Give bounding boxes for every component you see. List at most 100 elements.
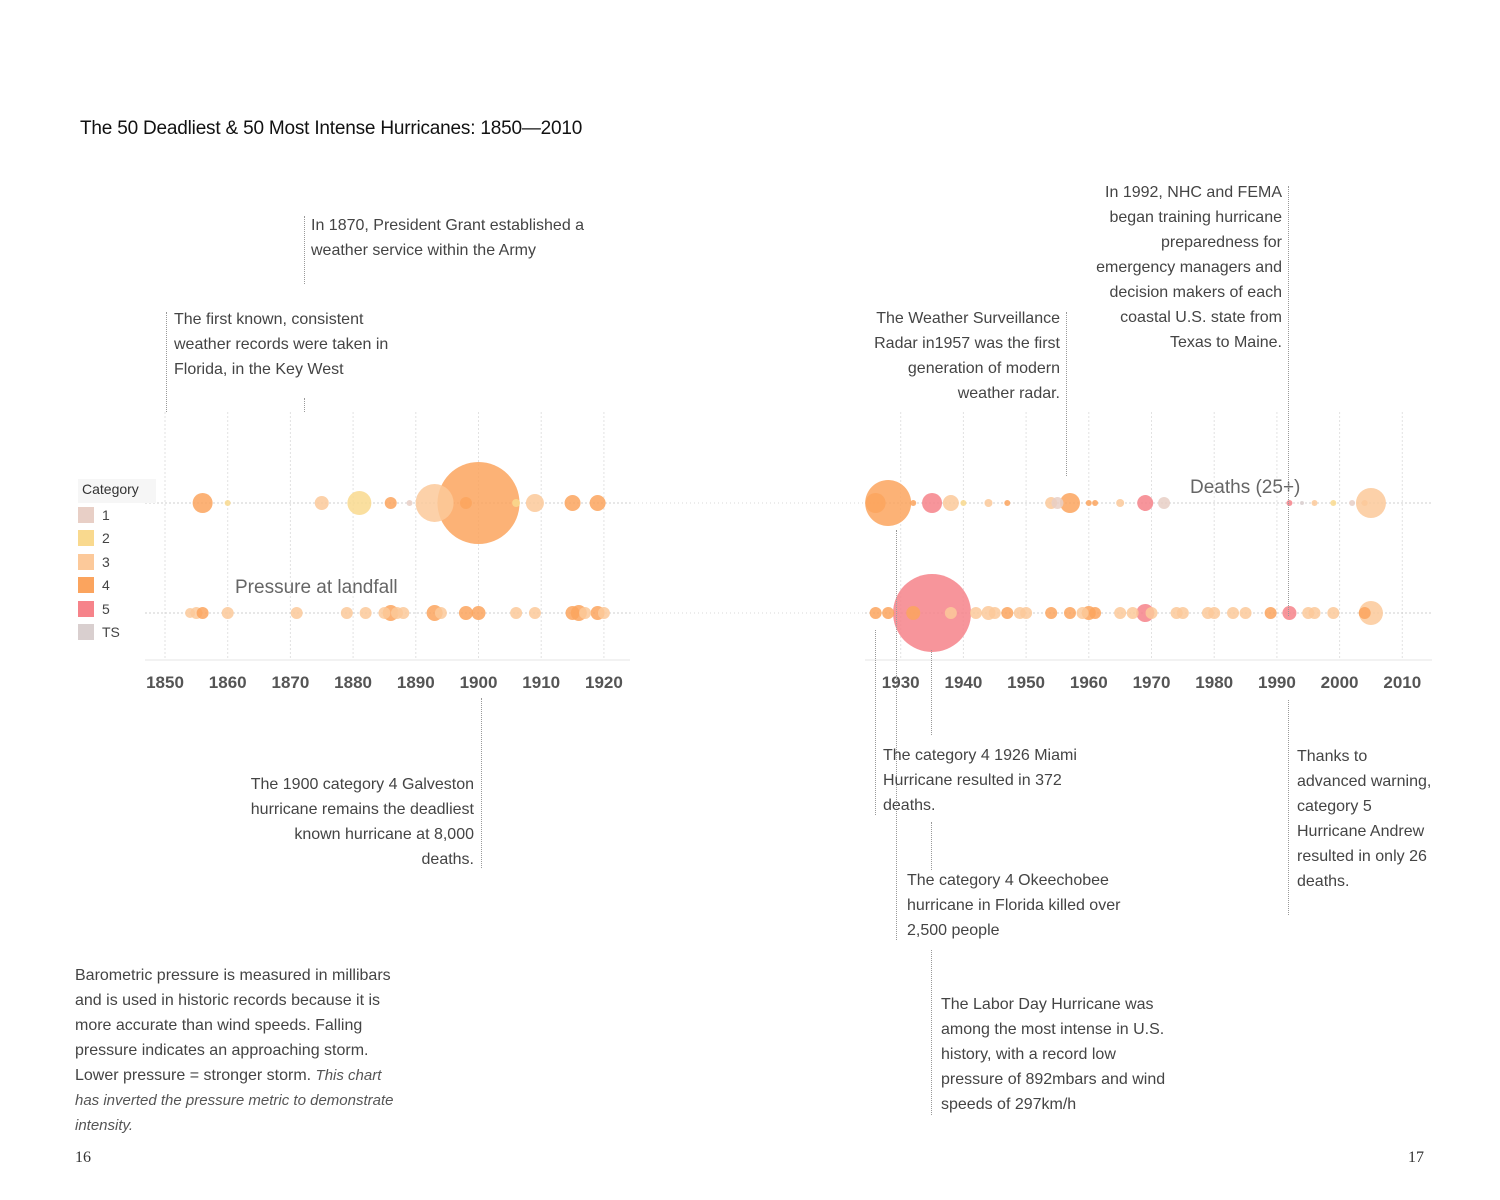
- point-pressure-1898: [458, 606, 473, 620]
- point-deaths-1969: [1137, 495, 1154, 511]
- explanation-text: Barometric pressure is measured in milli…: [75, 963, 405, 1138]
- point-pressure-1996: [1308, 607, 1321, 619]
- point-deaths-2005: [1355, 488, 1386, 518]
- point-pressure-1915: [565, 606, 580, 620]
- point-deaths-1994: [1299, 501, 1304, 505]
- leader-line-okeechobee: [896, 530, 897, 940]
- point-pressure-1928: [882, 607, 895, 619]
- point-deaths-1940: [960, 500, 967, 506]
- x-axis-ticks: 1850 1860 1870 1880 1890 1900 1910 1920 1930 1940…: [146, 673, 1421, 692]
- leader-line-miami: [875, 630, 876, 815]
- point-pressure-1871: [290, 607, 303, 619]
- tick-label-1960: 1960: [1070, 673, 1108, 692]
- legend-item-2: 2: [78, 527, 156, 551]
- point-pressure-1854: [185, 608, 196, 618]
- point-pressure-1888: [397, 607, 410, 619]
- leader-line-labor-day: [931, 650, 932, 735]
- chart-title: The 50 Deadliest & 50 Most Intense Hurri…: [80, 118, 583, 139]
- legend-item-4: 4: [78, 574, 156, 598]
- tick-label-1990: 1990: [1258, 673, 1296, 692]
- annotation-okeechobee: The category 4 Okeechobee hurricane in F…: [907, 872, 1121, 939]
- data-points: [185, 462, 1386, 652]
- explanation-main: Barometric pressure is measured in milli…: [75, 967, 391, 1084]
- point-deaths-1875: [314, 496, 329, 510]
- point-deaths-1886: [384, 497, 397, 509]
- leader-line-labor-day-mid: [931, 822, 932, 870]
- point-pressure-1992: [1282, 606, 1297, 620]
- point-pressure-1879: [340, 607, 353, 619]
- point-deaths-1919: [589, 495, 606, 511]
- tick-label-1880: 1880: [334, 673, 372, 692]
- point-deaths-1992: [1286, 500, 1293, 506]
- leader-line-grant: [304, 216, 305, 284]
- legend-label: 3: [102, 553, 110, 570]
- point-deaths-1893: [415, 484, 454, 522]
- tick-label-1900: 1900: [460, 673, 498, 692]
- point-pressure-1917: [579, 607, 592, 619]
- category-legend: Category 1 2 3 4 5 TS: [78, 479, 156, 644]
- legend-swatch: [78, 600, 94, 617]
- leader-line-nhc: [1288, 186, 1289, 616]
- leader-line-key-west: [166, 312, 167, 412]
- point-pressure-1954: [1045, 607, 1058, 619]
- point-pressure-1989: [1264, 607, 1277, 619]
- point-deaths-1915: [564, 495, 581, 511]
- point-pressure-1967: [1126, 607, 1139, 619]
- point-pressure-1906: [510, 607, 523, 619]
- point-pressure-2004: [1358, 607, 1371, 619]
- legend-label: TS: [102, 624, 120, 641]
- tick-label-1930: 1930: [882, 673, 920, 692]
- point-pressure-1945: [988, 607, 1001, 619]
- point-deaths-1926: [865, 493, 886, 513]
- point-pressure-1885: [378, 607, 391, 619]
- annotation-grant: In 1870, President Grant established a w…: [311, 217, 585, 259]
- legend-swatch: [78, 530, 94, 547]
- point-pressure-1894: [434, 607, 447, 619]
- explanation-italic: This chart has inverted the pressure met…: [75, 1067, 394, 1134]
- point-pressure-1932: [906, 606, 921, 620]
- legend-swatch: [78, 553, 94, 570]
- legend-swatch: [78, 577, 94, 594]
- point-pressure-1942: [969, 607, 982, 619]
- point-deaths-1999: [1330, 500, 1337, 506]
- tick-label-1870: 1870: [271, 673, 309, 692]
- point-pressure-1909: [528, 607, 541, 619]
- point-deaths-1856: [192, 493, 213, 513]
- point-deaths-1947: [1004, 500, 1011, 506]
- leader-line-galveston: [481, 698, 482, 868]
- point-deaths-1889: [406, 500, 413, 506]
- legend-swatch: [78, 624, 94, 641]
- annotation-andrew: Thanks to advanced warning, category 5 H…: [1297, 748, 1432, 890]
- point-deaths-1944: [984, 499, 993, 507]
- tick-label-1890: 1890: [397, 673, 435, 692]
- leader-line-andrew: [1288, 700, 1289, 915]
- legend-item-ts: TS: [78, 621, 156, 645]
- point-deaths-1938: [942, 495, 959, 511]
- leader-line-labor-day-low: [931, 950, 932, 1115]
- point-pressure-1970: [1145, 607, 1158, 619]
- point-deaths-1955: [1051, 497, 1064, 509]
- series-label-pressure: Pressure at landfall: [235, 577, 398, 598]
- point-deaths-1860: [224, 500, 231, 506]
- page-number-left: 16: [75, 1149, 91, 1166]
- point-pressure-1961: [1089, 607, 1102, 619]
- point-pressure-1938: [944, 607, 957, 619]
- annotation-nhc: In 1992, NHC and FEMA began training hur…: [1096, 184, 1282, 351]
- tick-label-2010: 2010: [1383, 673, 1421, 692]
- legend-title: Category: [78, 479, 156, 503]
- point-pressure-1999: [1327, 607, 1340, 619]
- page-number-right: 17: [1408, 1149, 1424, 1166]
- annotation-radar: The Weather Surveillance Radar in1957 wa…: [874, 310, 1060, 402]
- point-deaths-1965: [1116, 499, 1125, 507]
- tick-label-2000: 2000: [1321, 673, 1359, 692]
- point-pressure-1950: [1020, 607, 1033, 619]
- point-deaths-1932: [910, 500, 917, 506]
- point-pressure-1959: [1076, 607, 1089, 619]
- point-pressure-1947: [1001, 607, 1014, 619]
- tick-label-1850: 1850: [146, 673, 184, 692]
- point-pressure-1926: [869, 607, 882, 619]
- legend-label: 5: [102, 600, 110, 617]
- point-pressure-1980: [1208, 607, 1221, 619]
- legend-item-5: 5: [78, 597, 156, 621]
